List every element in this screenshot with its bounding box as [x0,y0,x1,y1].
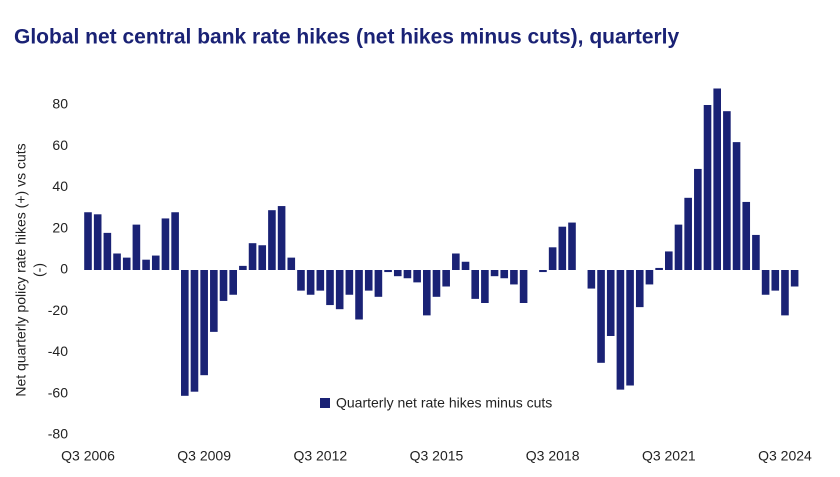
bar [345,270,354,295]
bar [742,201,751,270]
bar [181,270,189,396]
bar [335,270,344,310]
bar [190,270,199,392]
x-tick-label: Q3 2018 [526,448,580,464]
bar [674,224,683,270]
bar [210,270,218,332]
bar [781,270,789,316]
bar [616,270,625,390]
bar [752,234,760,270]
bar [122,257,131,270]
bar [519,270,528,303]
bar [113,253,121,270]
bar [277,206,286,270]
bar [568,222,576,270]
bar [200,270,208,376]
bar [132,224,141,270]
bar [645,270,654,285]
bar [393,270,402,277]
y-tick-label: 0 [60,261,68,277]
bar [229,270,237,295]
bar [452,253,460,270]
bar [771,270,780,291]
bar [558,226,567,270]
x-tick-label: Q3 2021 [642,448,696,464]
y-tick-label: -60 [48,384,68,400]
x-tick-label: Q3 2024 [758,448,812,464]
bar [268,210,276,270]
bar [364,270,373,291]
bar [635,270,644,308]
bar [248,243,257,270]
x-tick-label: Q3 2006 [61,448,115,464]
bar [258,245,267,270]
bar [142,259,150,270]
bar [626,270,634,386]
bar [606,270,615,336]
bar [732,142,741,270]
bar [471,270,479,299]
bar [500,270,509,279]
bar [403,270,412,279]
legend-swatch [320,398,330,408]
bar [239,265,247,270]
bar [161,218,170,270]
bar [461,261,470,270]
bar [316,270,325,291]
bar [151,255,160,270]
bar [219,270,228,301]
bar [510,270,518,285]
bar [93,214,102,270]
bar [326,270,334,306]
bar [684,197,692,270]
bar [761,270,770,295]
bar [432,270,441,297]
bar [442,270,450,287]
bar [355,270,363,320]
y-tick-label: 40 [52,178,68,194]
legend-label: Quarterly net rate hikes minus cuts [336,395,552,411]
y-tick-label: 60 [52,137,68,153]
bar [297,270,305,291]
y-tick-label: -40 [48,343,68,359]
bar [597,270,605,363]
bar [490,270,499,277]
x-tick-label: Q3 2015 [410,448,464,464]
y-tick-label: 80 [52,96,68,112]
bar [374,270,383,297]
bar [548,247,557,270]
y-axis-label: (-) [31,263,47,277]
bar [703,105,712,270]
bar [539,270,547,273]
x-tick-label: Q3 2012 [293,448,347,464]
bar [306,270,315,295]
bar [481,270,489,303]
bar [723,111,731,270]
y-axis-label: Net quarterly policy rate hikes (+) vs c… [13,143,29,396]
bar [384,270,392,273]
bar [103,232,112,270]
bar [587,270,596,289]
bar [171,212,179,270]
bar [790,270,799,287]
bar [713,88,721,270]
chart-title: Global net central bank rate hikes (net … [14,26,680,49]
x-tick-label: Q3 2009 [177,448,231,464]
bar [655,267,663,270]
bar [84,212,92,270]
bar [287,257,296,270]
bar [694,168,702,270]
y-tick-label: -20 [48,302,68,318]
bar [413,270,421,283]
y-tick-label: 20 [52,219,68,235]
y-tick-label: -80 [48,426,68,442]
bar [423,270,431,316]
bar [665,251,673,270]
